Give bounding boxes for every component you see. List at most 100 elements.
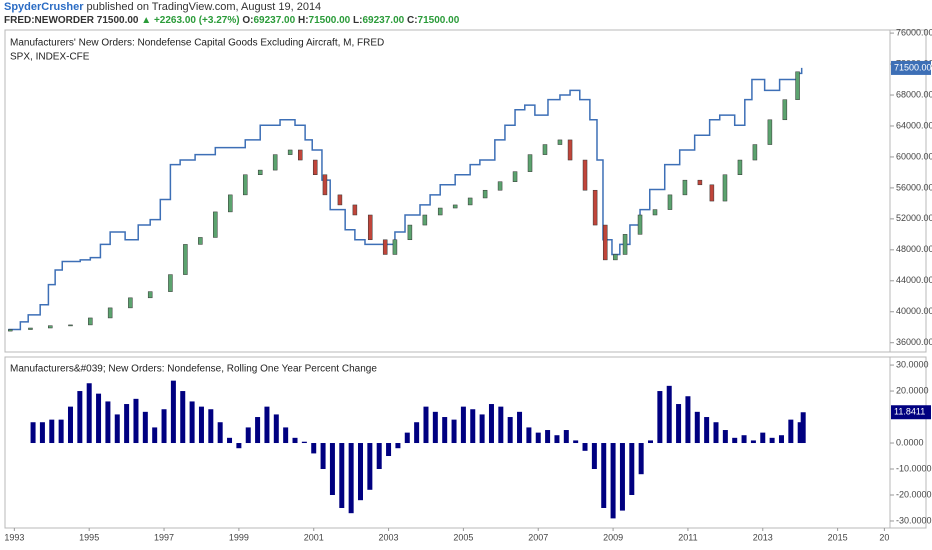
candle (782, 99, 788, 121)
bar (648, 440, 654, 444)
bar (750, 440, 756, 444)
candle (352, 204, 358, 216)
symbol: FRED:NEWORDER (4, 15, 94, 26)
x-tick-label: 2011 (678, 532, 697, 542)
publisher[interactable]: SpyderCrusher (4, 1, 84, 13)
candle (28, 327, 33, 330)
candle (582, 159, 588, 191)
candle (147, 291, 153, 299)
y-tick-label: 44000.00 (896, 275, 932, 285)
close: 71500.00 (417, 15, 460, 26)
x-tick-label: 2001 (304, 532, 324, 542)
candle (382, 239, 388, 255)
y-tick-label: 40000.00 (896, 306, 932, 316)
legend-entry: Manufacturers' New Orders: Nondefense Ca… (10, 38, 384, 49)
y-tick-label: 36000.00 (896, 337, 932, 347)
bar (395, 443, 401, 449)
bar (198, 406, 204, 444)
candle (297, 149, 303, 161)
candle (667, 194, 673, 210)
candle (213, 211, 218, 238)
bar (800, 412, 806, 444)
bar (161, 409, 167, 444)
candle (452, 204, 458, 209)
bar (769, 437, 775, 444)
x-tick-label: 1995 (79, 532, 99, 542)
bar (30, 422, 36, 444)
candle (367, 214, 373, 241)
bar (507, 417, 513, 444)
bar (283, 427, 289, 444)
candle (602, 224, 608, 261)
candle (88, 317, 93, 326)
bar (255, 417, 261, 444)
bar (526, 427, 532, 444)
bar (582, 443, 588, 451)
candle (272, 154, 278, 171)
bar (442, 417, 448, 444)
x-tick-label: 2013 (753, 532, 773, 542)
candle (437, 207, 443, 216)
bar (114, 414, 120, 444)
candle (68, 324, 73, 327)
y-tick-label: 56000.00 (896, 182, 932, 192)
y-tick-label: 60000.00 (896, 151, 932, 161)
bar (666, 385, 672, 444)
bar (760, 432, 766, 444)
candle (242, 174, 248, 196)
bar (292, 437, 298, 444)
last-value-badge (891, 60, 931, 75)
change: ▲ +2263.00 (+3.27%) (141, 15, 240, 26)
bar (227, 437, 233, 444)
candle (422, 214, 428, 226)
bar (517, 411, 523, 444)
x-tick-label: 1997 (154, 532, 174, 542)
candle (168, 274, 173, 292)
bar (778, 435, 784, 444)
candle (512, 171, 518, 182)
bar (414, 422, 420, 444)
quote-line: FRED:NEWORDER 71500.00 ▲ +2263.00 (+3.27… (4, 14, 924, 27)
candle (128, 297, 133, 309)
bar (563, 430, 569, 444)
candle (527, 154, 533, 172)
y-tick-label: 64000.00 (896, 120, 932, 130)
x-tick-label: 2009 (603, 532, 623, 542)
bar (704, 417, 710, 444)
bar (470, 409, 476, 444)
candle (392, 239, 398, 255)
candle (652, 209, 658, 216)
candle (542, 144, 548, 155)
published: published on TradingView.com, August 19,… (86, 1, 322, 13)
bar (273, 414, 279, 444)
bar (488, 404, 494, 444)
bar (86, 383, 92, 444)
y-tick-label: 52000.00 (896, 213, 932, 223)
bar (357, 443, 363, 501)
candle (198, 237, 203, 245)
bar (236, 443, 242, 449)
candle (407, 224, 413, 241)
bar (404, 432, 410, 444)
candle (767, 119, 773, 145)
candle (637, 214, 643, 235)
bar (170, 380, 176, 444)
candle (622, 234, 628, 255)
bar (67, 406, 73, 444)
bar (788, 419, 794, 444)
y-tick-label: -10.0000 (896, 463, 932, 473)
pane-border (4, 356, 927, 529)
candle (482, 189, 488, 199)
last-value-label: 71500.00 (894, 62, 932, 72)
candle (752, 144, 758, 161)
candle (497, 181, 503, 191)
bar (152, 427, 158, 444)
candle (567, 139, 573, 161)
bar (49, 419, 55, 444)
bar (180, 391, 186, 444)
bar (189, 401, 195, 444)
bar (451, 419, 457, 444)
bar (498, 406, 504, 444)
last-value-label: 11.8411 (894, 407, 925, 417)
